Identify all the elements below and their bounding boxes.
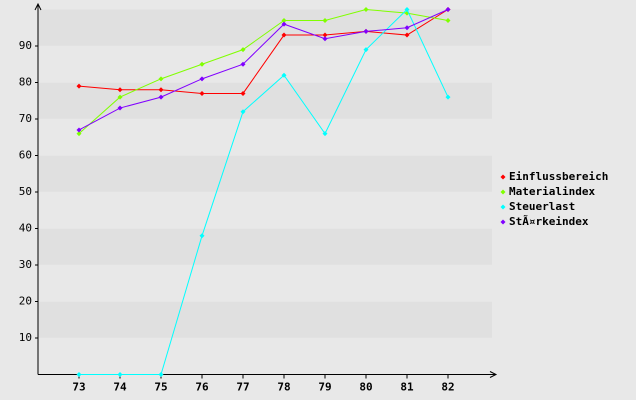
data-point — [240, 47, 246, 53]
x-tick-label: 75 — [154, 381, 167, 394]
plot-band — [38, 46, 492, 83]
y-tick-label: 60 — [19, 149, 32, 162]
plot-band — [38, 9, 492, 46]
data-point — [76, 131, 82, 137]
y-tick-label: 10 — [19, 331, 32, 344]
x-tick-label: 77 — [236, 381, 249, 394]
data-point — [281, 72, 287, 78]
data-point — [445, 94, 451, 100]
data-point — [363, 7, 369, 12]
data-point — [281, 21, 287, 27]
y-tick-label: 80 — [19, 76, 32, 89]
data-point — [117, 87, 123, 93]
data-point — [76, 83, 82, 89]
legend-label: StÃ¤rkeindex — [509, 215, 589, 228]
x-tick-label: 80 — [359, 381, 372, 394]
data-point — [281, 32, 287, 38]
plot-band — [38, 265, 492, 302]
data-point — [76, 372, 82, 377]
data-point — [404, 32, 410, 38]
data-point — [445, 7, 451, 12]
x-tick-label: 78 — [277, 381, 290, 394]
x-tick-label: 76 — [195, 381, 209, 394]
series-line — [78, 9, 449, 94]
y-tick-label: 30 — [19, 258, 32, 271]
data-point — [117, 94, 123, 100]
data-point — [76, 127, 82, 133]
legend-marker — [500, 219, 506, 225]
data-point — [240, 61, 246, 67]
plot-band — [38, 301, 492, 338]
data-point — [199, 61, 205, 67]
y-tick-label: 70 — [19, 112, 32, 125]
y-tick-label: 90 — [19, 39, 32, 52]
plot-band — [38, 119, 492, 156]
data-point — [158, 372, 164, 377]
data-point — [158, 94, 164, 100]
legend-label: Einflussbereich — [509, 170, 608, 183]
legend-marker — [500, 189, 506, 195]
data-point — [199, 76, 205, 82]
x-tick-label: 79 — [318, 381, 331, 394]
plot-band — [38, 82, 492, 119]
x-tick-label: 73 — [72, 381, 85, 394]
y-tick-label: 50 — [19, 185, 32, 198]
legend-marker — [500, 204, 506, 210]
data-point — [322, 17, 328, 23]
data-point — [404, 25, 410, 31]
plot-band — [38, 192, 492, 229]
series-line — [78, 9, 449, 131]
y-axis-arrow — [34, 2, 42, 11]
legend-marker — [500, 174, 506, 180]
plot-band — [38, 228, 492, 265]
data-point — [363, 47, 369, 53]
data-point — [363, 28, 369, 34]
x-tick-label: 81 — [400, 381, 414, 394]
data-point — [322, 131, 328, 137]
data-point — [281, 17, 287, 23]
data-point — [199, 90, 205, 96]
series-line — [78, 8, 449, 134]
y-tick-label: 20 — [19, 295, 32, 308]
data-point — [158, 76, 164, 82]
data-point — [117, 105, 123, 111]
data-point — [158, 87, 164, 93]
y-tick-label: 40 — [19, 222, 32, 235]
data-point — [322, 32, 328, 38]
data-point — [117, 372, 123, 377]
plot-band — [38, 155, 492, 192]
x-tick-label: 74 — [113, 381, 127, 394]
plot-band — [38, 338, 492, 375]
x-axis-arrow — [489, 371, 498, 378]
data-point — [240, 109, 246, 115]
data-point — [199, 233, 205, 239]
data-point — [240, 90, 246, 96]
legend-label: Steuerlast — [509, 200, 575, 213]
data-point — [445, 17, 451, 23]
data-point — [404, 7, 410, 12]
legend-label: Materialindex — [509, 185, 595, 198]
x-tick-label: 82 — [441, 381, 454, 394]
data-point — [322, 36, 328, 42]
